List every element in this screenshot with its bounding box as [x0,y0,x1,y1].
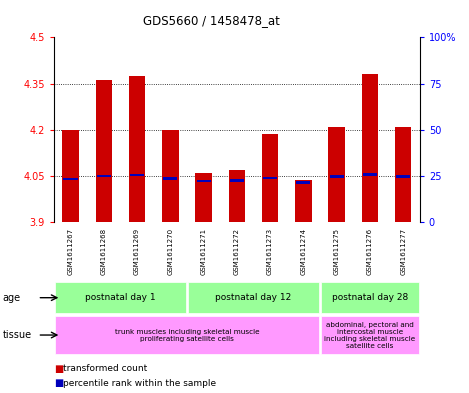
Text: GSM1611275: GSM1611275 [333,228,340,275]
Bar [296,182,310,184]
Bar [97,174,111,177]
Bar [63,178,78,180]
Bar [188,282,319,313]
Bar [330,175,344,178]
Text: GSM1611268: GSM1611268 [101,228,107,275]
Bar [197,180,211,182]
Text: postnatal day 1: postnatal day 1 [85,293,156,302]
Text: GDS5660 / 1458478_at: GDS5660 / 1458478_at [143,14,280,27]
Text: GSM1611270: GSM1611270 [167,228,174,275]
Text: ■: ■ [54,378,63,388]
Text: percentile rank within the sample: percentile rank within the sample [63,379,216,387]
Bar [295,180,312,222]
Bar [395,127,411,222]
Text: abdominal, pectoral and
intercostal muscle
including skeletal muscle
satellite c: abdominal, pectoral and intercostal musc… [324,321,416,349]
Bar [263,177,277,179]
Bar [96,81,112,222]
Text: transformed count: transformed count [63,364,148,373]
Bar [162,130,179,222]
Text: postnatal day 12: postnatal day 12 [215,293,292,302]
Text: tissue: tissue [2,330,31,340]
Text: GSM1611271: GSM1611271 [201,228,206,275]
Text: GSM1611274: GSM1611274 [300,228,306,275]
Bar [321,316,419,354]
Text: trunk muscles including skeletal muscle
proliferating satellite cells: trunk muscles including skeletal muscle … [114,329,259,342]
Bar [163,177,177,180]
Bar [54,282,186,313]
Text: GSM1611277: GSM1611277 [400,228,406,275]
Text: GSM1611269: GSM1611269 [134,228,140,275]
Text: age: age [2,293,21,303]
Bar [62,130,79,222]
Bar [230,179,244,182]
Bar [362,74,378,222]
Bar [328,127,345,222]
Bar [130,174,144,176]
Bar [363,173,377,176]
Bar [228,170,245,222]
Bar [262,134,279,222]
Text: GSM1611272: GSM1611272 [234,228,240,275]
Bar [321,282,419,313]
Bar [195,173,212,222]
Bar [396,175,410,178]
Text: GSM1611273: GSM1611273 [267,228,273,275]
Text: GSM1611276: GSM1611276 [367,228,373,275]
Text: GSM1611267: GSM1611267 [68,228,74,275]
Text: postnatal day 28: postnatal day 28 [332,293,408,302]
Text: ■: ■ [54,364,63,374]
Bar [54,316,319,354]
Bar [129,76,145,222]
